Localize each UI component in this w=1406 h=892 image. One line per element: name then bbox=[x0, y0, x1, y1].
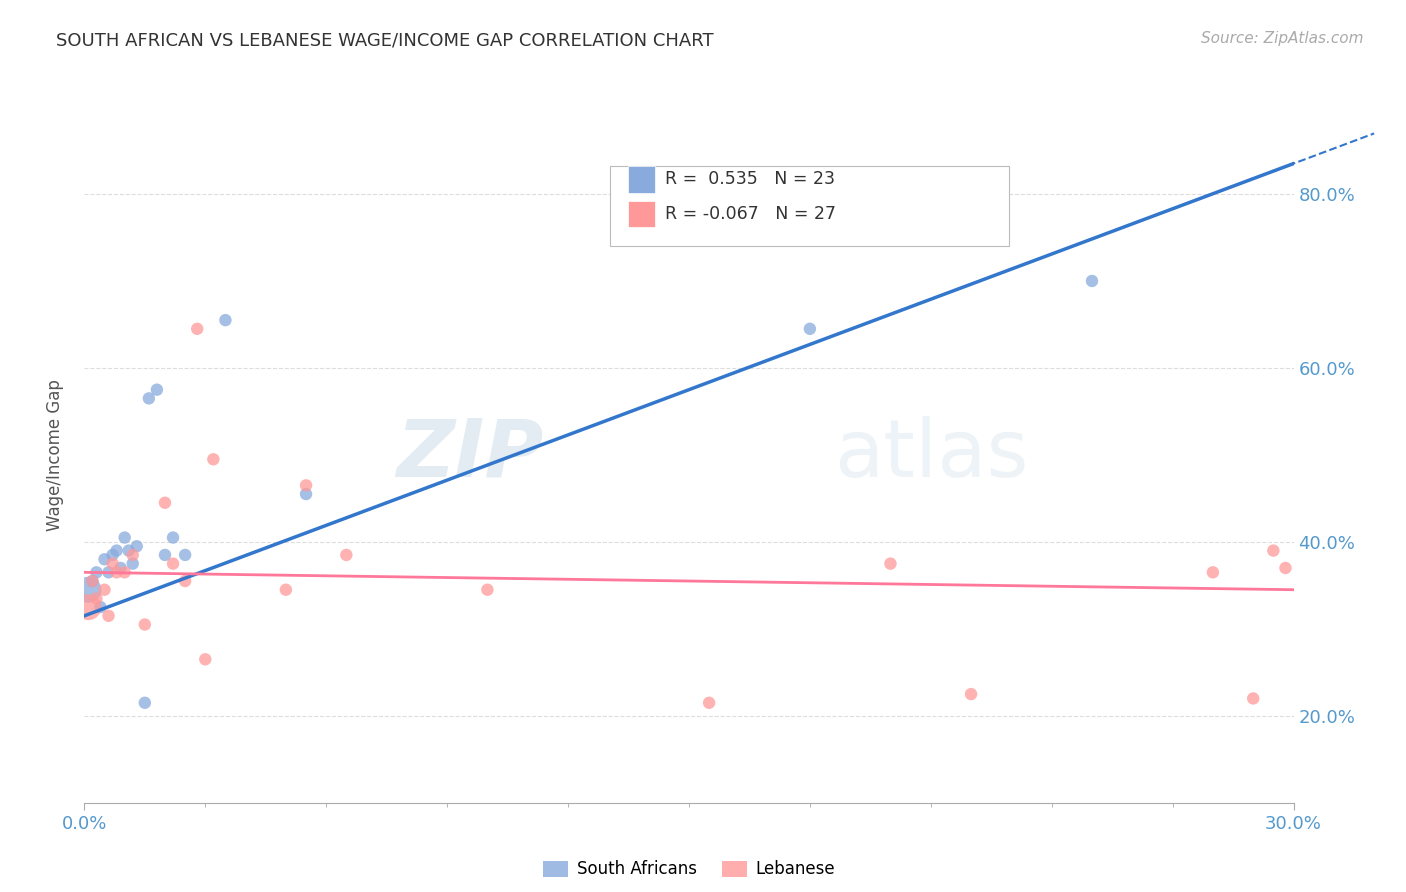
Text: atlas: atlas bbox=[834, 416, 1028, 494]
Point bbox=[121, 548, 143, 562]
Point bbox=[1263, 543, 1285, 558]
Point bbox=[477, 582, 499, 597]
Point bbox=[295, 478, 318, 492]
Text: SOUTH AFRICAN VS LEBANESE WAGE/INCOME GAP CORRELATION CHART: SOUTH AFRICAN VS LEBANESE WAGE/INCOME GA… bbox=[56, 31, 714, 49]
Text: R =  0.535   N = 23: R = 0.535 N = 23 bbox=[665, 170, 835, 188]
Point bbox=[174, 574, 197, 588]
Point bbox=[194, 652, 217, 666]
Point bbox=[82, 574, 104, 588]
Point bbox=[77, 600, 100, 615]
Point bbox=[105, 543, 128, 558]
Point bbox=[97, 566, 120, 580]
Y-axis label: Wage/Income Gap: Wage/Income Gap bbox=[45, 379, 63, 531]
Point bbox=[89, 600, 111, 615]
Point bbox=[186, 322, 208, 336]
Point bbox=[879, 557, 901, 571]
FancyBboxPatch shape bbox=[628, 201, 655, 227]
Point bbox=[82, 574, 104, 588]
Point bbox=[125, 539, 148, 553]
Point bbox=[121, 557, 143, 571]
Point bbox=[77, 582, 100, 597]
Point bbox=[960, 687, 983, 701]
Point bbox=[1274, 561, 1296, 575]
Text: Source: ZipAtlas.com: Source: ZipAtlas.com bbox=[1201, 31, 1364, 46]
Point bbox=[118, 543, 141, 558]
Point bbox=[134, 617, 156, 632]
Point bbox=[86, 591, 108, 606]
Point bbox=[1081, 274, 1104, 288]
Text: ZIP: ZIP bbox=[396, 416, 544, 494]
Point bbox=[114, 531, 136, 545]
Point bbox=[101, 557, 124, 571]
Point bbox=[799, 322, 821, 336]
Point bbox=[174, 548, 197, 562]
Point bbox=[86, 566, 108, 580]
Point bbox=[134, 696, 156, 710]
Point bbox=[93, 582, 115, 597]
Point bbox=[1202, 566, 1225, 580]
Text: R = -0.067   N = 27: R = -0.067 N = 27 bbox=[665, 205, 835, 223]
Point bbox=[697, 696, 720, 710]
Point bbox=[97, 608, 120, 623]
Point bbox=[162, 531, 184, 545]
Point bbox=[335, 548, 357, 562]
FancyBboxPatch shape bbox=[628, 166, 655, 193]
Point bbox=[138, 392, 160, 406]
Point bbox=[295, 487, 318, 501]
Point bbox=[146, 383, 169, 397]
Point bbox=[93, 552, 115, 566]
Point bbox=[153, 548, 176, 562]
FancyBboxPatch shape bbox=[610, 166, 1010, 246]
Point bbox=[153, 496, 176, 510]
Point bbox=[202, 452, 225, 467]
Point bbox=[162, 557, 184, 571]
Point bbox=[105, 566, 128, 580]
Point bbox=[214, 313, 236, 327]
Point bbox=[274, 582, 297, 597]
Point bbox=[1241, 691, 1264, 706]
Legend: South Africans, Lebanese: South Africans, Lebanese bbox=[537, 854, 841, 885]
Point bbox=[101, 548, 124, 562]
Point bbox=[114, 566, 136, 580]
Point bbox=[110, 561, 132, 575]
